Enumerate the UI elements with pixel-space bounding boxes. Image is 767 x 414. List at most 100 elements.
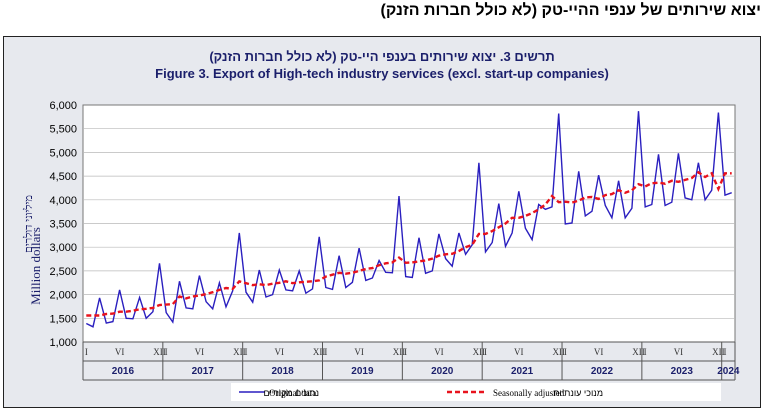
point-original	[691, 199, 692, 200]
point-seasonally-adjusted	[605, 194, 606, 195]
point-seasonally-adjusted	[92, 315, 93, 316]
point-original	[565, 223, 566, 224]
point-original	[704, 199, 705, 200]
point-original	[132, 318, 133, 319]
month-tick-label: VI	[674, 347, 684, 357]
y-tick-label: 2,500	[49, 266, 77, 278]
point-seasonally-adjusted	[139, 309, 140, 310]
point-seasonally-adjusted	[418, 261, 419, 262]
page-heading: יצוא שירותים של ענפי ההיי-טק (לא כולל חב…	[380, 2, 761, 19]
point-original	[219, 282, 220, 283]
month-tick-label: XII	[712, 347, 725, 357]
year-label: 2018	[271, 366, 294, 377]
point-seasonally-adjusted	[319, 280, 320, 281]
month-tick-label: I	[404, 347, 407, 357]
point-original	[159, 263, 160, 264]
point-original	[112, 321, 113, 322]
legend-adjusted-label: Seasonally adjusted	[493, 388, 565, 398]
y-tick-label: 6,000	[49, 100, 77, 112]
point-seasonally-adjusted	[631, 190, 632, 191]
point-seasonally-adjusted	[172, 303, 173, 304]
point-original	[678, 153, 679, 154]
point-original	[106, 322, 107, 323]
point-original	[359, 248, 360, 249]
point-seasonally-adjusted	[219, 289, 220, 290]
point-seasonally-adjusted	[651, 183, 652, 184]
point-seasonally-adjusted	[611, 194, 612, 195]
point-seasonally-adjusted	[671, 180, 672, 181]
y-axis-label-he: מיליוני דולרים	[23, 195, 35, 253]
y-tick-label: 4,000	[49, 195, 77, 207]
month-tick-label: I	[85, 347, 88, 357]
point-seasonally-adjusted	[252, 285, 253, 286]
point-seasonally-adjusted	[698, 172, 699, 173]
point-original	[645, 206, 646, 207]
point-original	[212, 308, 213, 309]
point-original	[445, 258, 446, 259]
point-original	[598, 175, 599, 176]
point-seasonally-adjusted	[665, 183, 666, 184]
point-original	[152, 311, 153, 312]
point-original	[252, 302, 253, 303]
point-seasonally-adjusted	[359, 270, 360, 271]
point-original	[378, 260, 379, 261]
year-label: 2020	[431, 366, 454, 377]
point-original	[398, 195, 399, 196]
point-original	[425, 273, 426, 274]
point-original	[611, 217, 612, 218]
point-seasonally-adjusted	[205, 294, 206, 295]
point-seasonally-adjusted	[525, 215, 526, 216]
point-seasonally-adjusted	[345, 273, 346, 274]
point-seasonally-adjusted	[731, 173, 732, 174]
point-original	[119, 289, 120, 290]
point-seasonally-adjusted	[478, 233, 479, 234]
point-seasonally-adjusted	[132, 310, 133, 311]
point-seasonally-adjusted	[199, 295, 200, 296]
point-original	[146, 318, 147, 319]
point-original	[285, 289, 286, 290]
point-original	[731, 192, 732, 193]
point-seasonally-adjusted	[685, 179, 686, 180]
point-original	[126, 318, 127, 319]
point-original	[492, 242, 493, 243]
point-seasonally-adjusted	[152, 307, 153, 308]
point-seasonally-adjusted	[472, 244, 473, 245]
point-original	[292, 290, 293, 291]
point-seasonally-adjusted	[385, 263, 386, 264]
point-seasonally-adjusted	[146, 308, 147, 309]
point-seasonally-adjusted	[485, 233, 486, 234]
point-seasonally-adjusted	[112, 313, 113, 314]
month-tick-label: XII	[393, 347, 406, 357]
year-label: 2016	[112, 366, 135, 377]
year-label: 2019	[351, 366, 374, 377]
point-original	[392, 272, 393, 273]
month-tick-label: VI	[275, 347, 285, 357]
point-seasonally-adjusted	[99, 315, 100, 316]
point-seasonally-adjusted	[678, 181, 679, 182]
point-seasonally-adjusted	[438, 255, 439, 256]
legend-original-label-he: נתונים מקוריים	[264, 388, 319, 398]
month-tick-label: I	[484, 347, 487, 357]
point-seasonally-adjusted	[279, 282, 280, 283]
point-seasonally-adjusted	[305, 281, 306, 282]
point-original	[405, 276, 406, 277]
point-seasonally-adjusted	[225, 287, 226, 288]
year-label: 2023	[671, 366, 694, 377]
point-seasonally-adjusted	[265, 285, 266, 286]
point-seasonally-adjusted	[339, 272, 340, 273]
point-original	[605, 205, 606, 206]
point-seasonally-adjusted	[285, 281, 286, 282]
point-seasonally-adjusted	[638, 184, 639, 185]
x-axis: I VI XII 2016 I VI XII 2017 I VI XII 2018 I VI XII 2019…	[82, 341, 740, 381]
point-seasonally-adjusted	[505, 223, 506, 224]
point-original	[651, 204, 652, 205]
point-original	[179, 281, 180, 282]
month-tick-label: XII	[313, 347, 326, 357]
point-seasonally-adjusted	[585, 197, 586, 198]
point-original	[665, 205, 666, 206]
y-tick-label: 2,000	[49, 290, 77, 302]
point-seasonally-adjusted	[512, 217, 513, 218]
line-chart: תרשים 3. יצוא שירותים בענפי היי-טק (לא כ…	[23, 49, 740, 401]
point-original	[618, 180, 619, 181]
month-tick-label: I	[245, 347, 248, 357]
